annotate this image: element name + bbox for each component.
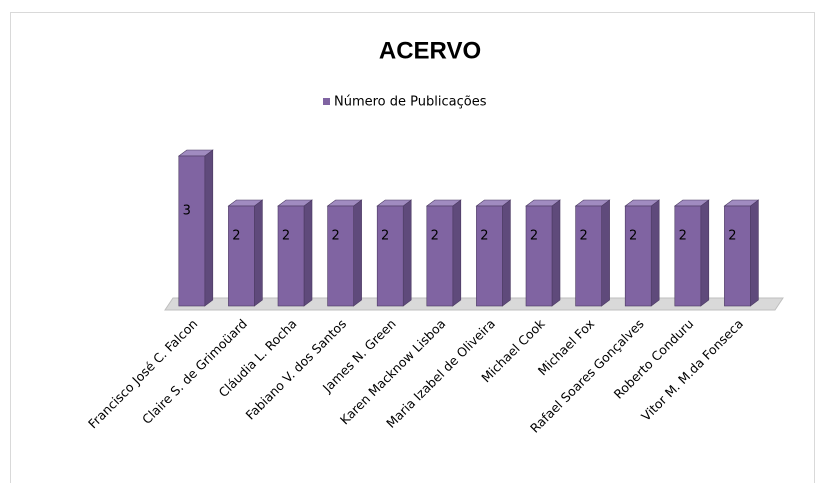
bar — [277, 205, 305, 307]
legend-label: Número de Publicações — [334, 95, 487, 110]
bar — [228, 205, 255, 307]
bar-side — [750, 199, 759, 307]
bar-group — [475, 199, 512, 307]
bar — [674, 205, 702, 307]
bar — [575, 205, 602, 307]
bar-group — [723, 199, 760, 307]
bar-side — [700, 199, 710, 307]
bar-side — [650, 199, 660, 307]
bar-side — [353, 199, 362, 307]
bar — [525, 205, 553, 307]
bar — [376, 205, 404, 307]
value-label: 3 — [183, 204, 191, 219]
value-label: 2 — [530, 229, 538, 244]
bar-group — [673, 199, 710, 307]
bar-group — [624, 199, 661, 307]
bar — [624, 205, 652, 307]
chart-title: ACERVO — [379, 37, 481, 64]
bar-group — [525, 199, 561, 307]
bar — [327, 205, 354, 307]
bar-side — [254, 199, 263, 307]
bar-side — [452, 199, 462, 307]
bar — [178, 155, 206, 307]
value-label: 2 — [381, 229, 389, 244]
value-label: 2 — [679, 229, 687, 244]
bar-side — [551, 199, 561, 307]
value-label: 2 — [431, 229, 439, 244]
value-label: 2 — [480, 229, 488, 244]
bar-group — [227, 199, 264, 307]
bar-group — [277, 199, 313, 307]
bar-group — [376, 199, 413, 307]
bar-side — [502, 199, 511, 307]
bar-side — [303, 199, 313, 307]
bar-group — [326, 199, 363, 307]
value-label: 2 — [232, 229, 240, 244]
bar-group — [177, 149, 214, 307]
value-label: 2 — [629, 229, 637, 244]
value-label: 2 — [728, 229, 736, 244]
bar-group — [574, 199, 611, 307]
bar — [476, 205, 503, 307]
bar — [426, 205, 454, 307]
value-label: 2 — [579, 229, 587, 244]
bar-side — [402, 199, 412, 307]
value-label: 2 — [282, 229, 290, 244]
bar-group — [425, 199, 462, 307]
bar-side — [204, 149, 214, 307]
value-label: 2 — [331, 229, 339, 244]
bar — [724, 205, 751, 307]
legend-swatch — [323, 98, 330, 105]
bar-side — [601, 199, 610, 307]
